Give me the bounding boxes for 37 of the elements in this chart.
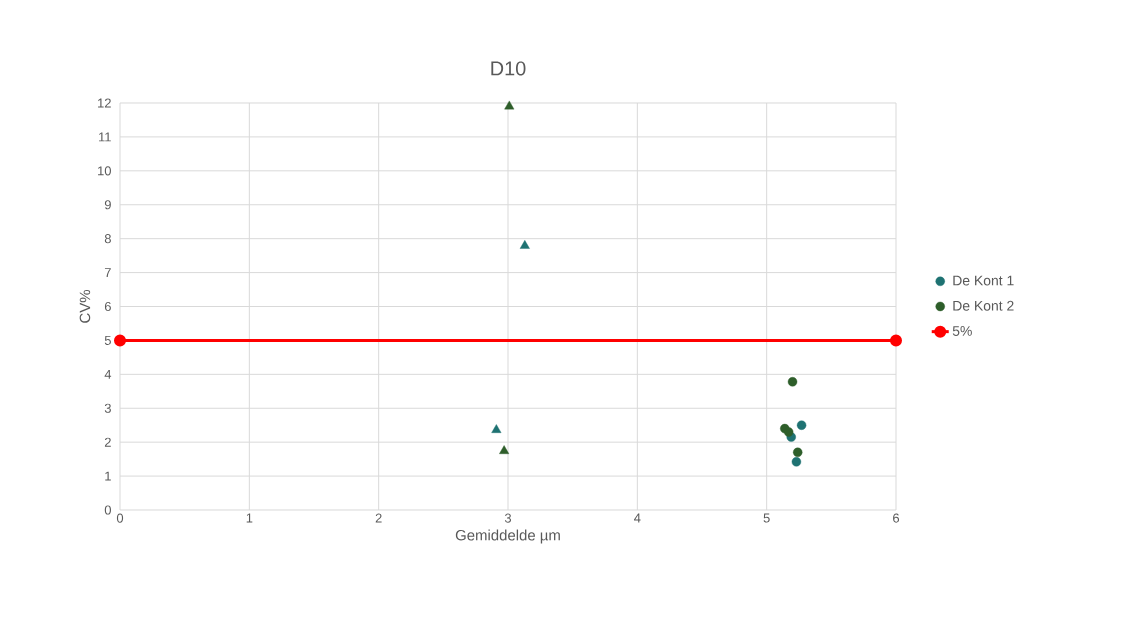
legend-label: 5%: [952, 326, 972, 336]
point: [499, 445, 510, 454]
y-tick-label: 12: [98, 98, 111, 108]
y-tick-label: 11: [99, 132, 111, 142]
point: [791, 457, 802, 467]
x-tick-label: 4: [634, 513, 641, 523]
point: [504, 100, 515, 110]
point: [787, 377, 798, 387]
y-tick-label: 6: [104, 301, 111, 312]
legend-label: De Kont 1: [953, 275, 1014, 286]
x-axis-title: Gemiddelde µm: [455, 529, 560, 544]
point: [114, 334, 126, 347]
x-tick-label: 6: [893, 513, 900, 523]
x-tick-label: 0: [116, 513, 124, 523]
point: [783, 427, 794, 437]
y-tick-label: 9: [104, 200, 111, 210]
x-tick-label: 5: [763, 513, 770, 523]
y-tick-label: 10: [98, 166, 111, 176]
y-tick-label: 4: [104, 369, 112, 379]
y-axis-title: CV%: [79, 290, 91, 323]
x-tick-label: 3: [504, 513, 512, 523]
y-tick-label: 3: [104, 403, 111, 413]
point: [519, 240, 530, 249]
point: [890, 334, 902, 347]
y-tick-label: 7: [104, 268, 111, 278]
chart-title: D10: [491, 61, 526, 76]
x-tick-label: 1: [246, 513, 253, 523]
y-tick-label: 0: [104, 505, 111, 515]
legend-label: De Kont 2: [953, 300, 1014, 311]
y-tick-label: 2: [104, 437, 111, 447]
point: [793, 447, 803, 458]
y-tick-label: 1: [105, 471, 111, 481]
point: [796, 420, 807, 430]
point: [491, 424, 502, 433]
x-tick-label: 2: [375, 513, 382, 523]
y-tick-label: 5: [104, 335, 111, 345]
y-tick-label: 8: [104, 234, 111, 244]
